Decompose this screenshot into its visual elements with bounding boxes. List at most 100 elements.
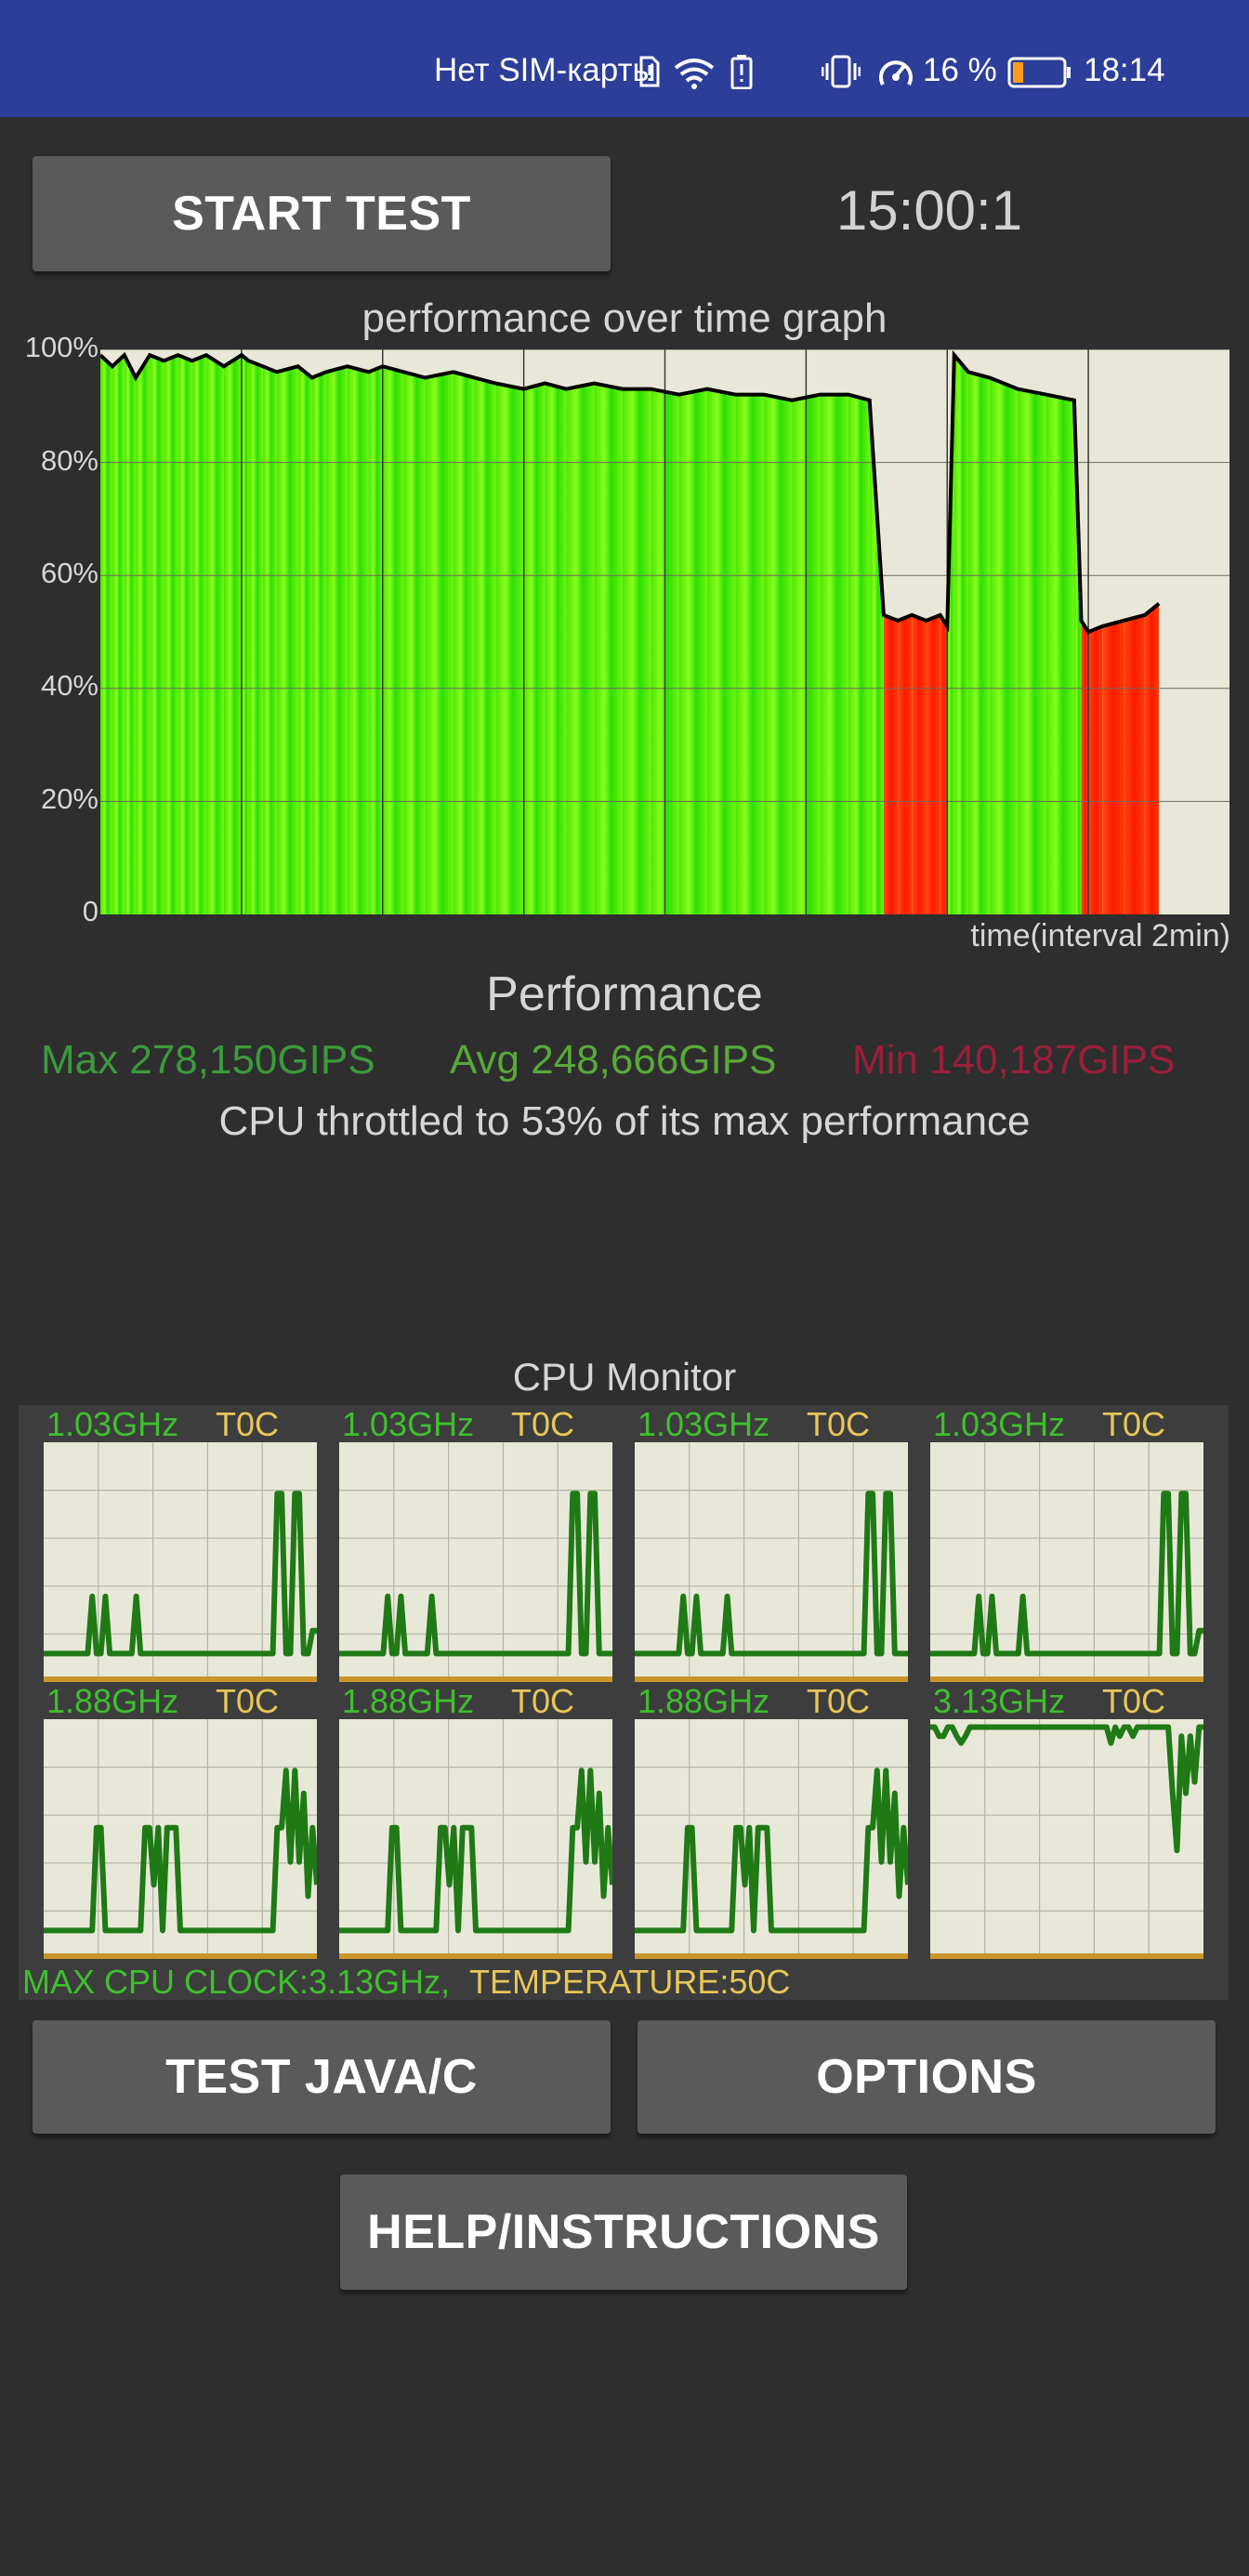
performance-line xyxy=(100,349,1161,635)
performance-area-segment xyxy=(403,372,426,914)
y-tick: 20% xyxy=(40,782,99,815)
wifi-icon xyxy=(674,59,715,89)
performance-area-segment xyxy=(869,400,884,914)
sim-alert-icon xyxy=(639,56,660,87)
performance-area-segment xyxy=(1045,394,1074,914)
speedometer-icon xyxy=(879,60,913,85)
core-graph-bg xyxy=(930,1719,1203,1959)
core-temp: T0C xyxy=(216,1682,280,1720)
avg-stat: Avg 248,666GIPS xyxy=(450,1037,777,1083)
core-freq: 1.88GHz xyxy=(342,1682,475,1720)
performance-area-segment xyxy=(820,394,848,914)
performance-area-segment xyxy=(223,355,242,914)
core-freq: 1.03GHz xyxy=(342,1405,475,1443)
core-freq: 3.13GHz xyxy=(933,1682,1066,1720)
core-load-line xyxy=(635,1491,908,1657)
performance-area-segment xyxy=(262,366,277,914)
performance-area-segment xyxy=(883,614,899,914)
performance-area-segment xyxy=(898,614,913,914)
performance-area-segment xyxy=(425,372,454,914)
performance-area-segment xyxy=(347,366,369,914)
performance-area-segment xyxy=(1124,614,1145,914)
battery-saver-icon xyxy=(730,55,753,89)
performance-area-segment xyxy=(205,355,224,914)
performance-area-segment xyxy=(248,361,263,914)
core-load-line xyxy=(339,1768,612,1934)
x-axis-label: time(interval 2min) xyxy=(970,918,1230,953)
performance-area-segment xyxy=(566,383,595,914)
core-load-line xyxy=(930,1491,1203,1657)
core-graph xyxy=(635,1719,908,1959)
temperature-text: TEMPERATURE:50C xyxy=(469,1963,791,2001)
performance-title: Performance xyxy=(486,967,763,1021)
core-temp-bar xyxy=(44,1953,317,1959)
y-tick: 80% xyxy=(40,444,99,477)
carrier-text: Нет SIM-карты xyxy=(434,52,656,88)
core-temp-bar xyxy=(339,1953,612,1959)
performance-area-segment xyxy=(100,355,112,914)
core-graph xyxy=(635,1442,908,1682)
start-test-button[interactable]: START TEST xyxy=(33,156,611,271)
performance-area-segment xyxy=(276,366,298,914)
core-load-line xyxy=(635,1768,908,1934)
performance-area-segment xyxy=(594,383,623,914)
performance-area-segment xyxy=(164,355,178,914)
min-stat: Min 140,187GIPS xyxy=(852,1037,1176,1083)
vibrate-icon xyxy=(822,55,861,88)
performance-area-segment xyxy=(311,372,326,914)
graph-grid xyxy=(100,349,1229,914)
performance-area-segment xyxy=(1018,388,1046,914)
performance-area-segment xyxy=(947,355,954,914)
performance-area-segment xyxy=(474,377,496,914)
performance-area-segment xyxy=(382,366,404,914)
performance-area-segment xyxy=(1088,625,1103,914)
y-tick: 60% xyxy=(40,557,99,589)
core-temp-bar xyxy=(44,1676,317,1682)
performance-area-segment xyxy=(191,355,206,914)
y-tick: 40% xyxy=(40,669,99,702)
core-load-line xyxy=(339,1491,612,1657)
core-temp: T0C xyxy=(807,1682,871,1720)
core-temp: T0C xyxy=(511,1682,575,1720)
core-graph xyxy=(339,1719,612,1959)
y-tick: 0 xyxy=(82,895,99,927)
battery-icon xyxy=(1007,57,1071,88)
core-graph xyxy=(930,1719,1203,1959)
performance-area-segment xyxy=(763,394,793,914)
core-temp-bar xyxy=(930,1676,1203,1682)
performance-area-segment xyxy=(177,355,192,914)
performance-area-segment xyxy=(912,614,927,914)
performance-area-segment xyxy=(124,355,136,914)
core-temp-bar xyxy=(635,1676,908,1682)
performance-area-segment xyxy=(135,355,151,914)
core-freq: 1.03GHz xyxy=(638,1405,770,1443)
performance-area-segment xyxy=(848,394,870,914)
performance-area-segment xyxy=(545,383,567,914)
graph-title: performance over time graph xyxy=(362,296,887,341)
battery-percent: 16 % xyxy=(923,52,997,88)
performance-area-segment xyxy=(989,377,1019,914)
status-bar: Нет SIM-карты 16 % 18:14 xyxy=(0,0,1249,117)
timer: 15:00:1 xyxy=(835,179,1023,242)
performance-area-segment xyxy=(953,355,969,914)
performance-area-segment xyxy=(150,355,164,914)
performance-area-segment xyxy=(523,383,546,914)
core-temp: T0C xyxy=(807,1405,871,1443)
performance-area-segment xyxy=(678,388,708,914)
performance-fills xyxy=(100,355,1160,914)
performance-area-segment xyxy=(735,394,764,914)
performance-area-segment xyxy=(622,388,651,914)
core-graph xyxy=(930,1442,1203,1682)
core-freq: 1.03GHz xyxy=(933,1405,1066,1443)
cpu-monitor-title: CPU Monitor xyxy=(512,1355,737,1399)
options-button[interactable]: OPTIONS xyxy=(638,2020,1216,2134)
core-freq: 1.03GHz xyxy=(46,1405,179,1443)
max-cpu-clock: MAX CPU CLOCK:3.13GHz, xyxy=(22,1963,451,2001)
test-java-c-button[interactable]: TEST JAVA/C xyxy=(33,2020,611,2134)
performance-area-segment xyxy=(1144,603,1160,914)
core-temp: T0C xyxy=(1102,1405,1166,1443)
help-instructions-button[interactable]: HELP/INSTRUCTIONS xyxy=(340,2175,907,2290)
core-graph xyxy=(44,1442,317,1682)
y-tick: 100% xyxy=(24,331,99,363)
core-temp-bar xyxy=(635,1953,908,1959)
